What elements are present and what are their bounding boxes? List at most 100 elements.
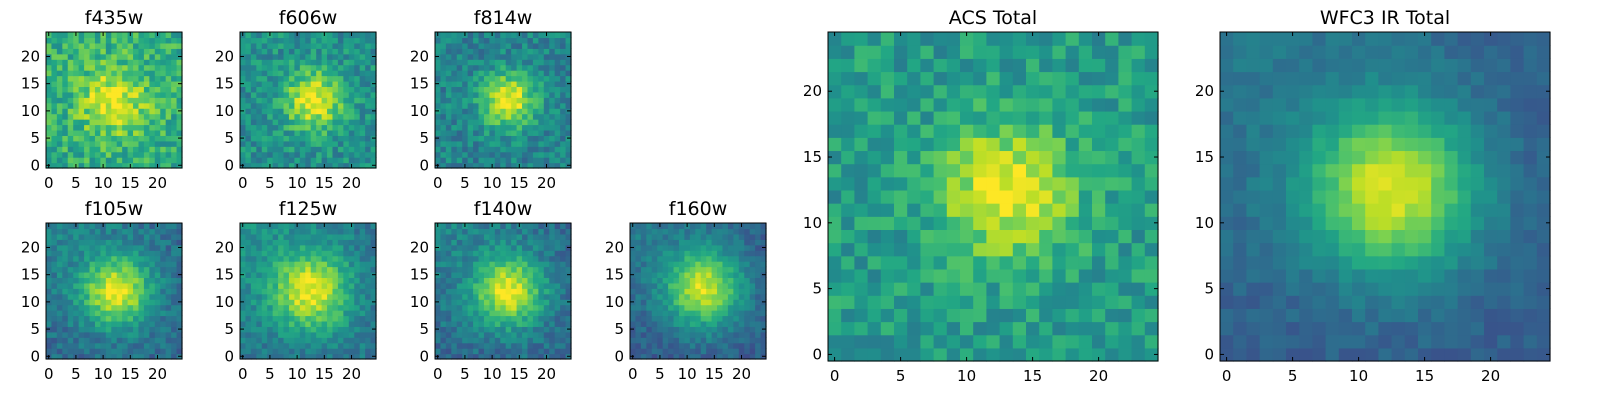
heatmap-cell [511,304,518,311]
heatmap-cell [700,271,707,278]
heatmap-cell [960,176,974,191]
heatmap-cell [662,255,669,262]
heatmap-cell [46,310,53,317]
heatmap-cell [105,228,112,235]
heatmap-cell [440,299,447,306]
heatmap-cell [165,157,172,164]
heatmap-cell [67,146,74,153]
heatmap-cell [689,250,696,257]
heatmap-cell [445,53,452,60]
heatmap-cell [105,261,112,268]
heatmap-cell [100,277,107,284]
heatmap-cell [337,244,344,251]
heatmap-cell [171,75,178,82]
heatmap-cell [278,348,285,355]
heatmap-cell [316,135,323,142]
heatmap-cell [89,129,96,136]
heatmap-cell [176,277,183,284]
heatmap-cell [657,348,664,355]
heatmap-cell [445,59,452,66]
heatmap-cell [640,277,647,284]
heatmap-cell [348,135,355,142]
heatmap-cell [310,162,317,169]
heatmap-cell [240,97,247,104]
heatmap-cell [973,268,987,283]
heatmap-cell [749,261,756,268]
heatmap-cell [505,119,512,126]
heatmap-cell [94,244,101,251]
heatmap-cell [67,162,74,169]
heatmap-cell [894,176,908,191]
heatmap-cell [651,261,658,268]
heatmap-cell [354,157,361,164]
heatmap-cell [165,70,172,77]
heatmap-cell [51,162,58,169]
heatmap-cell [733,293,740,300]
heatmap-cell [354,277,361,284]
heatmap-cell [532,119,539,126]
heatmap-cell [565,75,572,82]
heatmap-cell [435,48,442,55]
heatmap-cell [305,320,312,327]
heatmap-cell [684,348,691,355]
heatmap-cell [489,277,496,284]
heatmap-cell [278,151,285,158]
heatmap-cell [316,37,323,44]
heatmap-cell [365,288,372,295]
heatmap-cell [365,261,372,268]
heatmap-cell [343,32,350,39]
heatmap-cell [1065,347,1080,362]
heatmap-cell [305,37,312,44]
heatmap-cell [111,266,118,273]
heatmap-cell [359,135,366,142]
heatmap-cell [299,70,306,77]
heatmap-cell [143,266,150,273]
heatmap-cell [365,64,372,71]
heatmap-cell [733,223,740,230]
heatmap-cell [473,337,480,344]
heatmap-cell [717,293,724,300]
heatmap-cell [283,75,290,82]
heatmap-cell [554,32,561,39]
heatmap-cell [500,48,507,55]
heatmap-cell [100,80,107,87]
y-tick-label: 10 [410,293,429,311]
heatmap-cell [522,80,529,87]
heatmap-cell [1131,163,1146,178]
heatmap-cell [105,331,112,338]
heatmap-cell [160,64,167,71]
heatmap-cell [1052,295,1067,309]
heatmap-cell [67,91,74,98]
heatmap-cell [538,271,545,278]
heatmap-cell [894,189,908,204]
heatmap-cell [1118,216,1133,230]
heatmap-cell [105,353,112,360]
heatmap-cell [511,48,518,55]
heatmap-cell [640,293,647,300]
heatmap-cell [138,271,145,278]
heatmap-cell [250,315,257,322]
heatmap-cell [435,304,442,311]
heatmap-cell [445,146,452,153]
heatmap-cell [554,299,561,306]
heatmap-cell [149,53,156,60]
heatmap-cell [133,59,140,66]
heatmap-cell [327,337,334,344]
heatmap-cell [127,146,134,153]
heatmap-cell [278,277,285,284]
heatmap-cell [359,288,366,295]
heatmap-cell [332,129,339,136]
heatmap-cell [1039,150,1053,165]
heatmap-cell [84,282,91,289]
heatmap-cell [332,64,339,71]
heatmap-cell [841,268,855,283]
heatmap-cell [288,244,295,251]
heatmap-cell [84,108,91,115]
heatmap-cell [445,233,452,240]
heatmap-cell [316,261,323,268]
heatmap-cell [256,102,263,109]
heatmap-cell [445,282,452,289]
heatmap-cell [451,342,458,349]
heatmap-cell [532,250,539,257]
x-tick-label: 0 [433,365,443,383]
